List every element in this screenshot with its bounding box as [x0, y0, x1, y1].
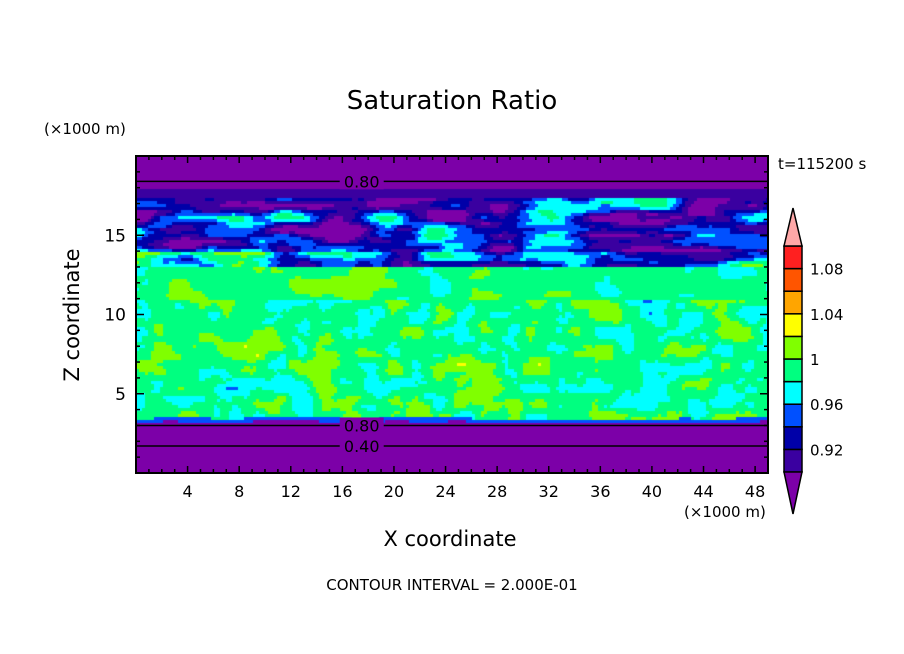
contour-label-0: 0.80 [344, 172, 380, 191]
colorbar-label-1.08: 1.08 [810, 261, 843, 279]
time-label: t=115200 s [778, 155, 867, 173]
colorbar-over-arrow [783, 207, 803, 247]
contour-label-2: 0.40 [344, 437, 380, 456]
x-tick-label-28: 28 [487, 482, 507, 501]
colorbar-bin [783, 380, 803, 405]
x-axis-label: X coordinate [0, 527, 904, 551]
x-tick-label-32: 32 [539, 482, 559, 501]
x-tick-label-12: 12 [281, 482, 301, 501]
contour-label-bg [339, 417, 384, 434]
colorbar-bin [783, 403, 803, 428]
chart-title: Saturation Ratio [346, 86, 558, 116]
x-tick-label-36: 36 [590, 482, 610, 501]
contour-interval-footer: CONTOUR INTERVAL = 2.000E-01 [326, 576, 578, 594]
x-tick-label-40: 40 [642, 482, 662, 501]
x-tick-label-24: 24 [435, 482, 455, 501]
colorbar-bin [783, 358, 803, 383]
colorbar-bin [783, 267, 803, 292]
colorbar-bin [783, 313, 803, 338]
contour-label-1: 0.80 [344, 416, 380, 435]
colorbar-label-1: 1 [810, 351, 820, 369]
x-tick-label-4: 4 [182, 482, 192, 501]
x-tick-label-8: 8 [234, 482, 244, 501]
colorbar-bin [783, 335, 803, 360]
y-tick-label-5: 5 [115, 385, 126, 405]
colorbar-under-arrow [783, 471, 803, 515]
x-unit-label: (×1000 m) [684, 503, 766, 521]
colorbar-label-0.96: 0.96 [810, 396, 843, 414]
x-tick-label-16: 16 [332, 482, 352, 501]
colorbar-bin [783, 245, 803, 270]
contour-label-bg [339, 173, 384, 190]
x-tick-label-44: 44 [693, 482, 713, 501]
colorbar-bin [783, 448, 803, 473]
y-tick-label-10: 10 [104, 306, 126, 326]
contour-label-bg [339, 438, 384, 455]
contour-field [136, 156, 768, 473]
x-axis-label-text: X coordinate [383, 527, 517, 551]
colorbar-bin [783, 426, 803, 451]
colorbar-label-1.04: 1.04 [810, 306, 843, 324]
x-tick-label-20: 20 [384, 482, 404, 501]
x-tick-label-48: 48 [745, 482, 765, 501]
colorbar-bin [783, 290, 803, 315]
y-unit-label: (×1000 m) [44, 120, 126, 138]
y-tick-label-15: 15 [104, 226, 126, 246]
colorbar-label-0.92: 0.92 [810, 441, 843, 459]
